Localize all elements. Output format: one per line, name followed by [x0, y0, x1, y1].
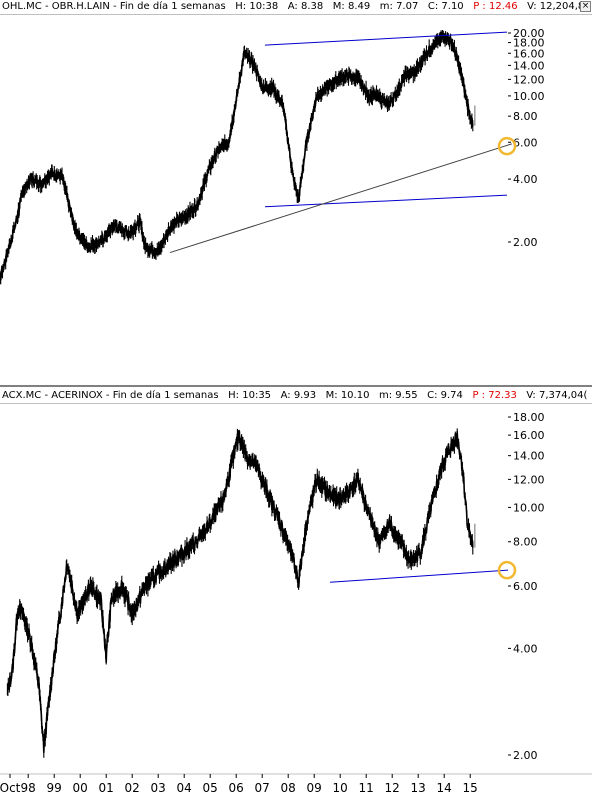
x-tick-label: 14: [437, 781, 452, 795]
volume-value: 7,374,04(: [538, 390, 588, 401]
time-value: 10:38: [249, 1, 279, 12]
open-value: 9.93: [293, 390, 317, 401]
x-tick-label: 10: [333, 781, 348, 795]
y-tick-label: 18.00: [513, 37, 545, 50]
y-tick-label: 2.00: [513, 749, 538, 762]
symbol-label: OHL.MC: [2, 1, 42, 12]
close-value: 9.74: [440, 390, 463, 401]
y-tick-label: 12.00: [513, 73, 545, 86]
per-value: 72.33: [488, 390, 517, 401]
price-line: [0, 32, 474, 283]
highlight-circle: [497, 560, 517, 580]
x-tick-label: 98: [21, 781, 36, 795]
low-value: 7.07: [396, 1, 419, 12]
low-value: 9.55: [395, 390, 418, 401]
y-tick-label: 8.00: [513, 536, 538, 549]
x-tick-label: 13: [411, 781, 426, 795]
pane-header-acx: ACX.MC - ACERINOX - Fin de día 1 semanas…: [2, 390, 588, 401]
x-tick-label: 04: [177, 781, 192, 795]
support-trend-line: [169, 143, 513, 254]
x-tick-label: 01: [99, 781, 114, 795]
x-tick-label: 11: [359, 781, 374, 795]
y-tick-label: 10.00: [513, 90, 545, 103]
x-tick-label: Oct: [0, 781, 21, 795]
support-line: [329, 569, 509, 583]
close-icon[interactable]: ×: [580, 1, 591, 12]
y-tick-label: 18.00: [513, 411, 545, 424]
lower-channel-line: [264, 194, 508, 208]
x-tick-label: 12: [385, 781, 400, 795]
company-name: OBR.H.LAIN: [51, 1, 110, 12]
time-value: 10:35: [242, 390, 272, 401]
symbol-label: ACX.MC: [2, 390, 42, 401]
x-axis: Oct 98 99 00 01 02 03 04 05 06 07 08 09 10 11 12 13 14 15: [0, 774, 478, 795]
price-bars: [6, 428, 474, 758]
x-tick-label: 09: [307, 781, 322, 795]
x-tick-label: 08: [281, 781, 296, 795]
x-tick-label: 03: [151, 781, 166, 795]
x-tick-label: 15: [463, 781, 478, 795]
high-value: 8.49: [347, 1, 371, 12]
close-value: 7.10: [441, 1, 464, 12]
y-tick-label: 16.00: [513, 47, 545, 60]
x-tick-label: 02: [125, 781, 140, 795]
open-value: 8.38: [300, 1, 324, 12]
y-tick-label: 20.00: [513, 27, 545, 40]
price-line: [7, 430, 474, 754]
x-tick-label: 07: [255, 781, 270, 795]
high-value: 10.10: [340, 390, 370, 401]
upper-channel-line: [264, 31, 508, 46]
pane-header-ohl: OHL.MC - OBR.H.LAIN - Fin de día 1 seman…: [2, 1, 591, 12]
y-tick-label: 4.00: [513, 642, 538, 655]
per-value: 12.46: [488, 1, 518, 12]
y-tick-label: 2.00: [513, 236, 538, 249]
y-tick-label: 8.00: [513, 110, 538, 123]
acx-plot: 18.00 16.00 14.00 12.00 10.00 8.00 6.00 4.00 2.0…: [6, 411, 545, 762]
y-tick-label: 14.00: [513, 59, 545, 72]
period-label: Fin de día 1 semanas: [112, 390, 219, 401]
y-tick-label: 4.00: [513, 173, 538, 186]
y-tick-label: 16.00: [513, 429, 545, 442]
x-tick-label: 00: [73, 781, 88, 795]
x-tick-label: 06: [229, 781, 244, 795]
y-tick-label: 14.00: [513, 450, 545, 463]
y-tick-label: 12.00: [513, 473, 545, 486]
volume-value: 12,204,89: [539, 1, 591, 12]
x-tick-label: 05: [203, 781, 218, 795]
period-label: Fin de día 1 semanas: [119, 1, 226, 12]
company-name: ACERINOX: [51, 390, 103, 401]
x-tick-label: 99: [47, 781, 62, 795]
y-tick-label: 10.00: [513, 501, 545, 514]
y-tick-label: 6.00: [513, 136, 538, 149]
y-tick-label: 6.00: [513, 580, 538, 593]
price-bars: [0, 30, 474, 285]
highlight-circle: [497, 136, 517, 156]
